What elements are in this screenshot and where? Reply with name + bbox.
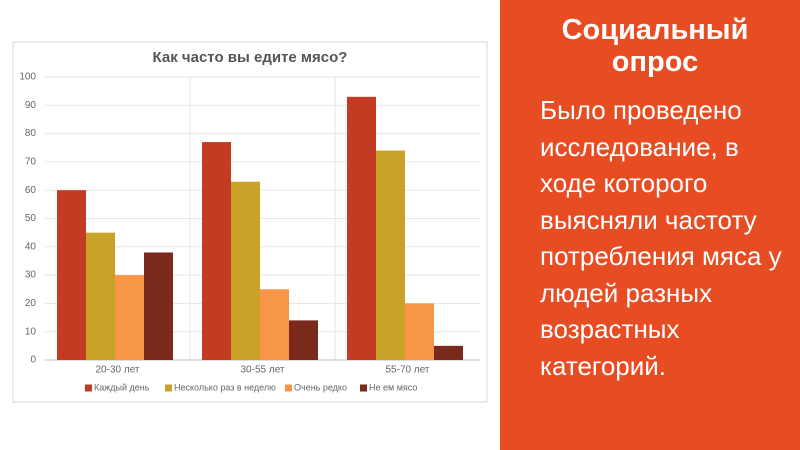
- bar: [231, 181, 260, 360]
- x-tick-label: 55-70 лет: [386, 365, 430, 376]
- y-tick-label: 10: [25, 326, 37, 337]
- side-panel: Социальный опрос Было проведено исследов…: [500, 0, 800, 450]
- bar: [144, 252, 173, 360]
- y-tick-label: 70: [25, 157, 37, 168]
- legend-swatch: [360, 384, 367, 392]
- y-tick-label: 30: [25, 270, 37, 281]
- y-tick-label: 90: [25, 100, 37, 111]
- legend-label: Несколько раз в неделю: [174, 382, 276, 392]
- y-tick-label: 0: [30, 355, 36, 366]
- legend-label: Очень редко: [294, 382, 347, 392]
- y-tick-label: 100: [19, 72, 36, 83]
- y-tick-label: 20: [25, 298, 37, 309]
- x-tick-label: 20-30 лет: [96, 365, 140, 376]
- legend-label: Каждый день: [94, 382, 150, 392]
- bar: [347, 96, 376, 360]
- chart: Как часто вы едите мясо? 0 10 20 30 40 50 60 70…: [12, 41, 488, 403]
- y-tick-label: 60: [25, 185, 37, 196]
- bar: [405, 303, 434, 360]
- heading: Социальный опрос: [561, 14, 749, 78]
- bar: [202, 142, 231, 360]
- chart-title: Как часто вы едите мясо?: [153, 49, 348, 66]
- legend-swatch: [85, 384, 92, 392]
- y-tick-label: 40: [25, 241, 37, 252]
- x-tick-label: 30-55 лет: [241, 365, 285, 376]
- legend-swatch: [285, 384, 292, 392]
- bar: [57, 190, 86, 360]
- y-tick-label: 50: [25, 213, 37, 224]
- bar: [86, 232, 115, 360]
- bar: [260, 289, 289, 360]
- legend-label: Не ем мясо: [369, 382, 417, 392]
- bar: [115, 275, 144, 360]
- y-tick-label: 80: [25, 128, 37, 139]
- legend-swatch: [165, 384, 172, 392]
- bar: [376, 150, 405, 360]
- bar: [434, 345, 463, 360]
- body-text: Было проведено исследование, в ходе кото…: [540, 95, 782, 381]
- bar: [289, 320, 318, 360]
